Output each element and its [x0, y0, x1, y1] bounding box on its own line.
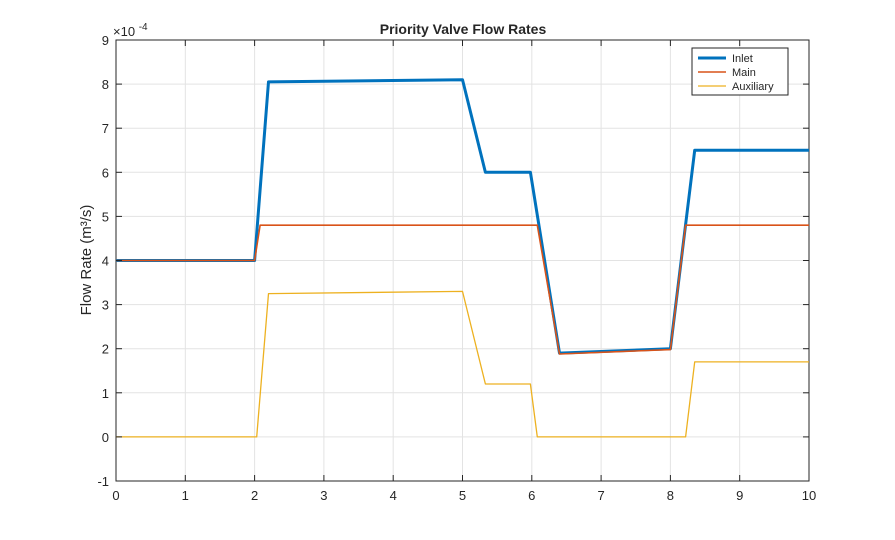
x-tick-label: 10 [802, 488, 816, 503]
y-tick-label: 3 [102, 298, 109, 313]
y-tick-label: 2 [102, 342, 109, 357]
legend: Inlet Main Auxiliary [691, 47, 789, 96]
legend-label-auxiliary: Auxiliary [732, 81, 774, 93]
y-exponent-power: -4 [139, 22, 148, 33]
y-tick-label: 7 [102, 121, 109, 136]
x-tick-label: 9 [736, 488, 743, 503]
legend-label-inlet: Inlet [732, 53, 753, 65]
x-tick-label: 8 [667, 488, 674, 503]
series-line-auxiliary [116, 290, 809, 438]
series-line-main [116, 224, 809, 355]
legend-label-main: Main [732, 67, 756, 79]
x-tick-label: 5 [459, 488, 466, 503]
y-axis-label: Flow Rate (m³/s) [78, 205, 95, 316]
chart-title: Priority Valve Flow Rates [380, 21, 547, 37]
x-tick-label: 2 [251, 488, 258, 503]
y-tick-label: 6 [102, 165, 109, 180]
x-tick-label: 7 [597, 488, 604, 503]
y-exponent-label: ×10 -4 [113, 22, 148, 39]
y-tick-label: 5 [102, 209, 109, 224]
y-tick-label: 9 [102, 33, 109, 48]
x-tick-label: 3 [320, 488, 327, 503]
y-tick-label: -1 [97, 474, 109, 489]
y-tick-label: 0 [102, 430, 109, 445]
x-tick-label: 4 [390, 488, 397, 503]
x-tick-label: 6 [528, 488, 535, 503]
y-exponent-base: ×10 [113, 24, 135, 39]
y-tick-label: 1 [102, 386, 109, 401]
y-tick-label: 8 [102, 77, 109, 92]
y-tick-label: 4 [102, 254, 109, 269]
series-lines [116, 78, 809, 438]
x-tick-label: 1 [182, 488, 189, 503]
x-tick-label: 0 [112, 488, 119, 503]
